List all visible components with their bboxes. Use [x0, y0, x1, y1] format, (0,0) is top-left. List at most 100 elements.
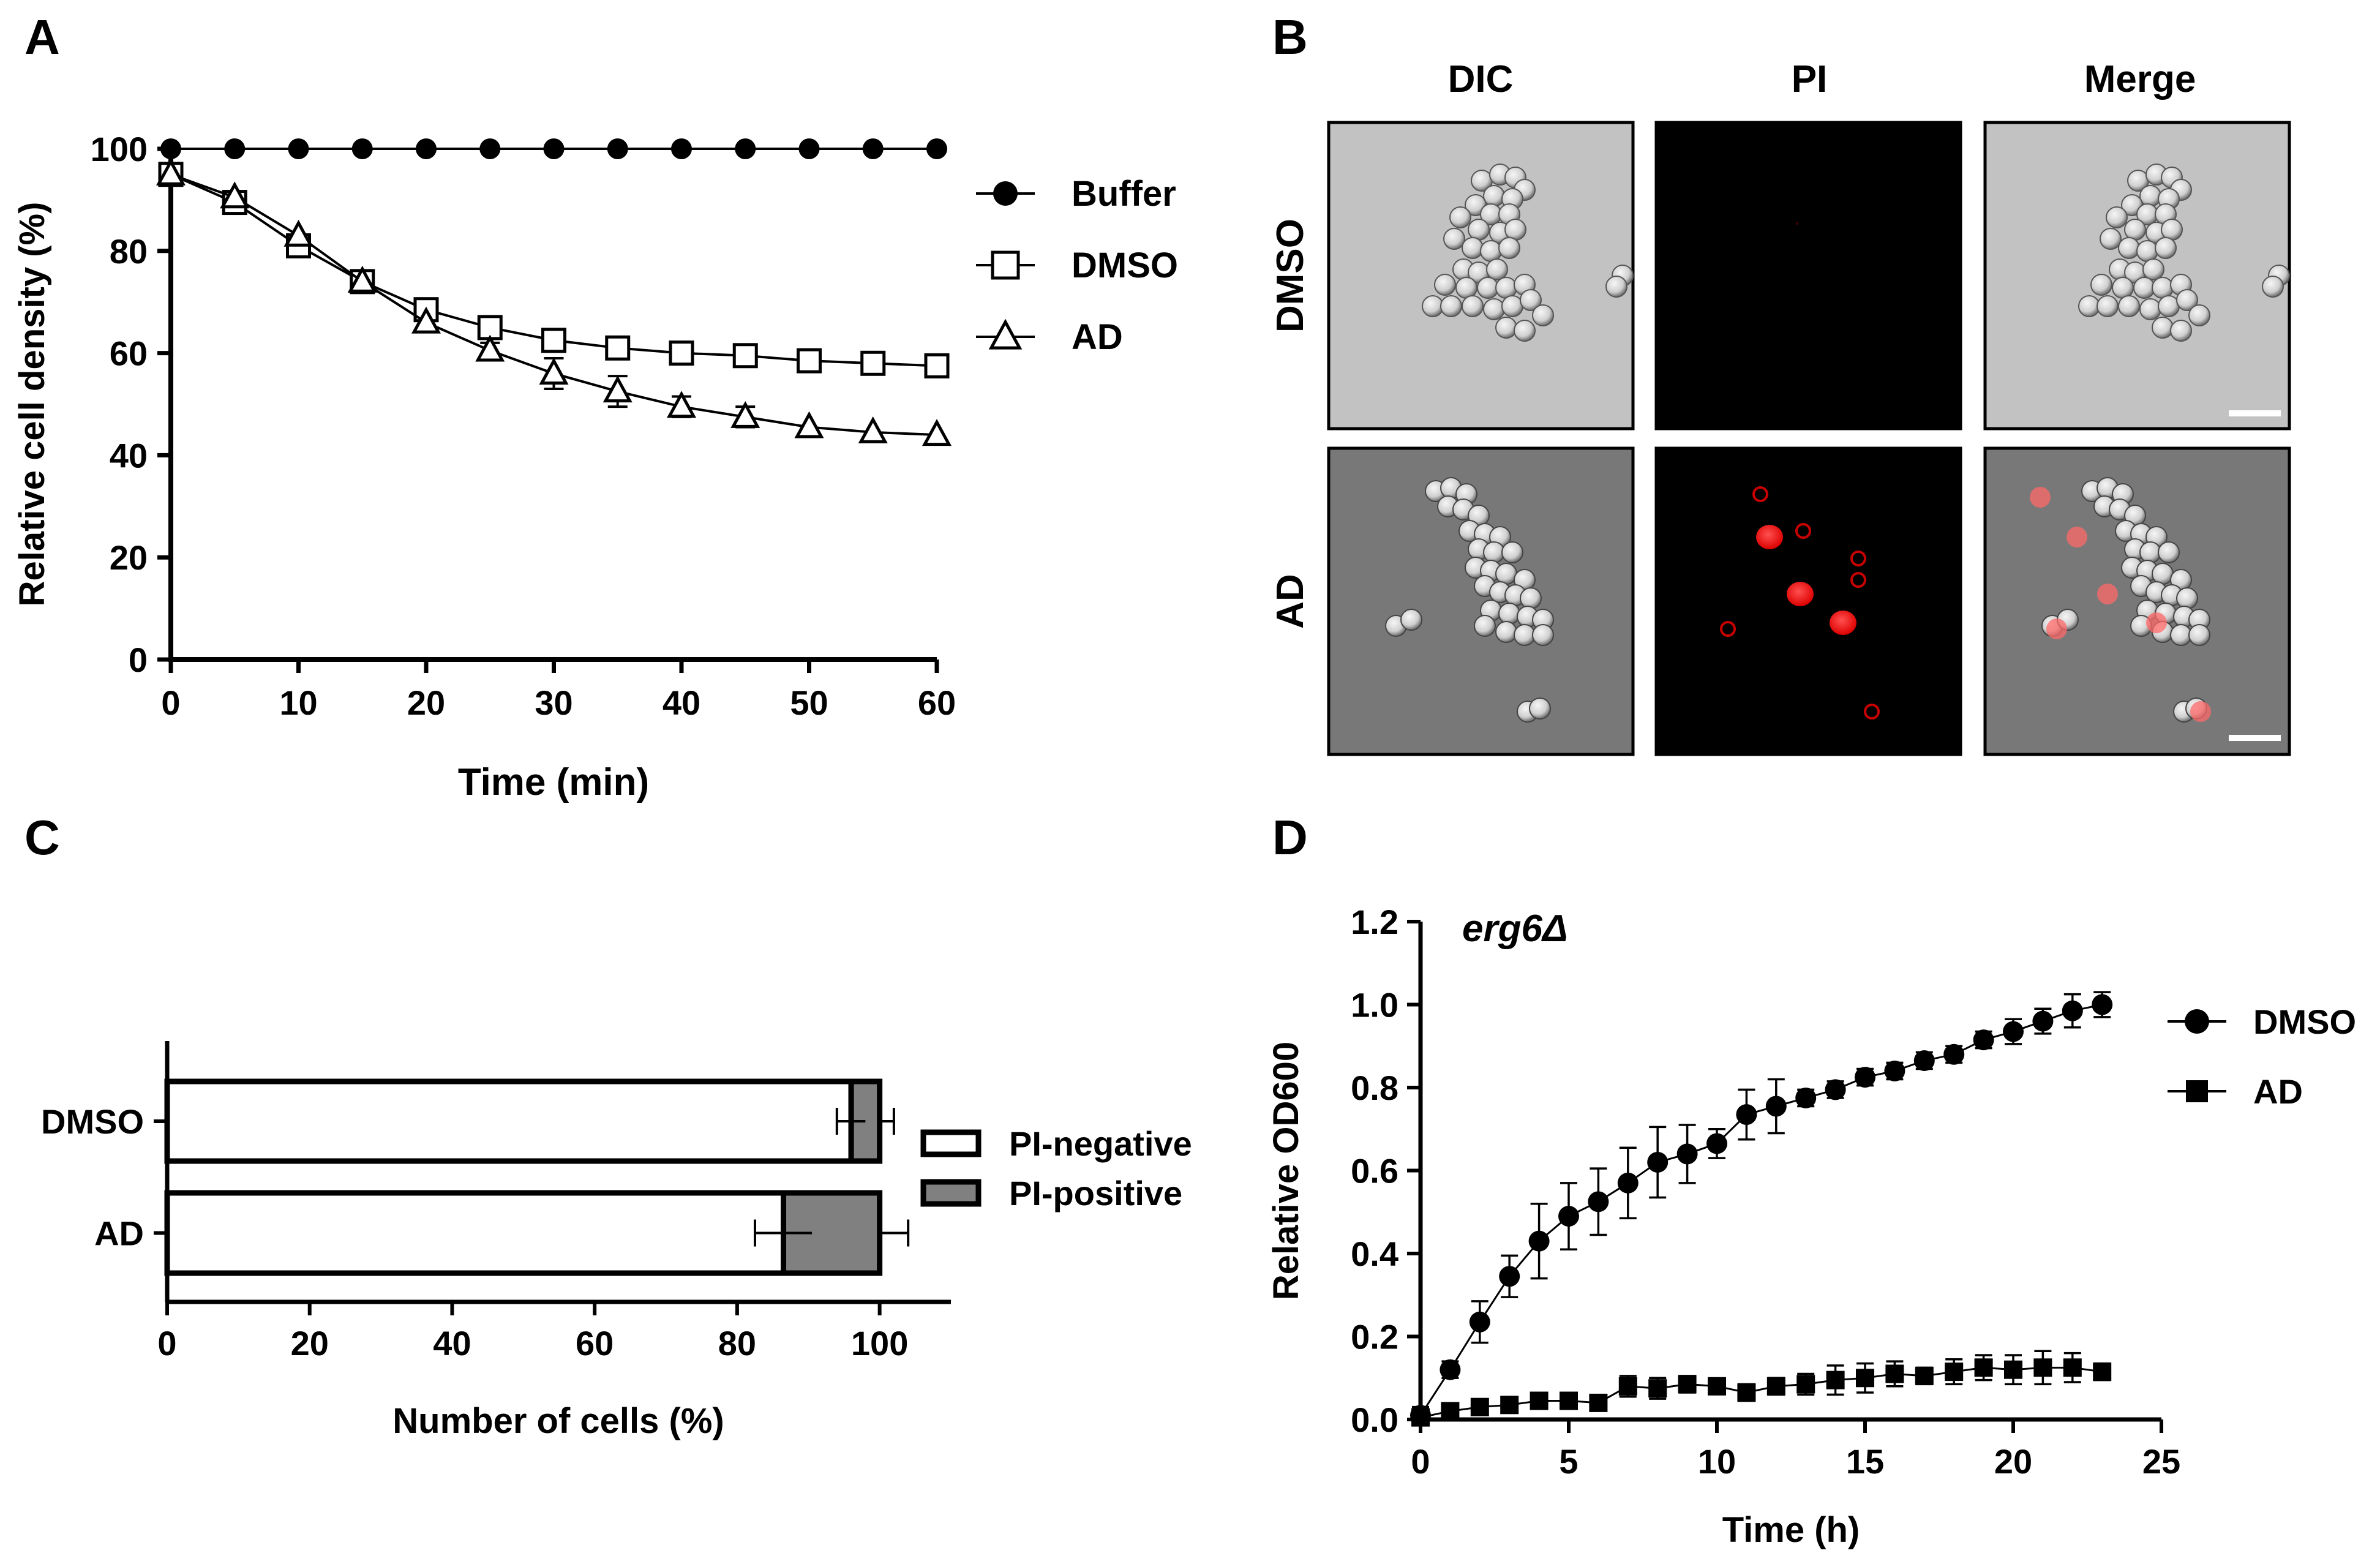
c-x-axis-label: Number of cells (%) [392, 1401, 724, 1441]
cell [1514, 320, 1536, 342]
cells-dmso-dic-edge [1605, 265, 1634, 298]
cell [2152, 277, 2174, 299]
a-point-ad [666, 391, 697, 418]
c-legend-label: PI-positive [1009, 1174, 1182, 1212]
a-point-ad [156, 158, 186, 186]
a-legend-item-ad: AD [976, 317, 1123, 357]
cell [2124, 219, 2146, 241]
d-point-ad [1411, 1408, 1430, 1427]
cell [1449, 206, 1471, 228]
a-ytick-label: 20 [110, 538, 148, 577]
d-legend-item-ad: AD [2168, 1072, 2303, 1111]
cell [2155, 237, 2177, 259]
d-point-dmso [1973, 1029, 1994, 1051]
cell [2158, 541, 2180, 563]
cell [2136, 240, 2158, 262]
d-line-dmso [1419, 1004, 2103, 1416]
d-series-ad [1411, 1350, 2112, 1427]
a-ytick-label: 80 [110, 232, 148, 271]
d-series-dmso [1410, 991, 2113, 1426]
d-point-ad [1737, 1383, 1756, 1402]
pi-ring-cell [1752, 486, 1768, 502]
d-legend-item-dmso: DMSO [2168, 1002, 2356, 1041]
cell [1455, 277, 1477, 299]
pi-ring-cell [1864, 704, 1880, 720]
a-xtick-label: 50 [790, 683, 828, 722]
a-point-buffer [798, 138, 820, 159]
cell [2170, 320, 2192, 342]
d-title-text: erg6Δ [1462, 908, 1568, 950]
c-legend-item-pi-positive: PI-positive [920, 1174, 1182, 1212]
a-xtick-label: 10 [279, 683, 317, 722]
a-ytick-label: 0 [129, 641, 148, 679]
d-title: erg6Δ [1462, 908, 1568, 950]
d-point-ad [1441, 1402, 1460, 1421]
pi-ring-cell [1850, 551, 1866, 566]
cells-dmso-dic [1422, 164, 1554, 342]
cells-ad-dic [1385, 477, 1554, 723]
d-point-dmso [2032, 1010, 2054, 1032]
cell [2152, 317, 2174, 339]
cell [1498, 237, 1520, 259]
d-ytick-label: 1.0 [1351, 986, 1398, 1024]
d-xtick-label: 5 [1559, 1442, 1578, 1481]
a-point-ad [220, 181, 250, 209]
cell [2139, 298, 2161, 320]
c-legend-item-pi-negative: PI-negative [920, 1124, 1192, 1163]
cell [1514, 624, 1536, 646]
image-ad-dic [1327, 446, 1635, 756]
a-legend-label: AD [1072, 317, 1123, 357]
col-label-merge: Merge [2084, 58, 2196, 100]
a-point-ad [475, 334, 505, 362]
cell [2078, 295, 2100, 317]
cell [2106, 206, 2128, 228]
a-point-buffer [288, 138, 309, 159]
cell [2090, 274, 2112, 296]
cell [1486, 258, 1508, 280]
c-xtick-label: 80 [718, 1324, 756, 1363]
c-bar-group-dmso [164, 1078, 895, 1164]
d-point-ad [1826, 1370, 1845, 1389]
cell [1495, 621, 1517, 643]
c-xtick-label: 60 [576, 1324, 614, 1363]
cell [2142, 258, 2164, 280]
d-ytick-label: 0.6 [1351, 1152, 1398, 1190]
merge-red-cell [2046, 618, 2067, 639]
d-point-dmso [1499, 1266, 1520, 1287]
d-point-ad [1618, 1377, 1637, 1396]
a-point-ad [922, 419, 952, 446]
cell [1495, 317, 1517, 339]
cell [1532, 304, 1554, 326]
a-xtick-label: 30 [535, 683, 572, 722]
cell [1532, 624, 1554, 646]
d-point-ad [1708, 1377, 1726, 1396]
d-legend-marker [2186, 1080, 2208, 1102]
c-category-label-dmso: DMSO [41, 1102, 144, 1141]
cell [1483, 298, 1505, 320]
chart-a: 0 20 40 60 80 100 0 10 20 30 40 50 60 Time (min) Re… [12, 130, 1178, 803]
a-point-buffer [416, 138, 437, 159]
a-ytick-label: 100 [91, 130, 148, 168]
cell [1474, 615, 1496, 637]
d-point-ad [2063, 1358, 2082, 1377]
d-xtick-label: 25 [2142, 1442, 2180, 1481]
a-point-buffer [671, 138, 692, 159]
d-legend-marker [2185, 1009, 2209, 1034]
cell [1440, 295, 1462, 317]
cell [1462, 295, 1484, 317]
merge-red-cell [2030, 487, 2051, 508]
merge-red-cell [2067, 527, 2087, 547]
d-point-dmso [1943, 1043, 1965, 1065]
a-point-dmso [860, 350, 886, 376]
d-x-axis-label: Time (h) [1722, 1510, 1860, 1550]
cell [2118, 237, 2140, 259]
a-point-ad [411, 306, 441, 334]
d-point-dmso [2092, 994, 2113, 1015]
a-xtick-label: 0 [161, 683, 180, 722]
d-point-ad [2004, 1360, 2022, 1379]
a-point-buffer [862, 138, 884, 159]
c-bar-ad-pi-negative [164, 1190, 787, 1276]
a-x-axis-label: Time (min) [458, 761, 649, 803]
